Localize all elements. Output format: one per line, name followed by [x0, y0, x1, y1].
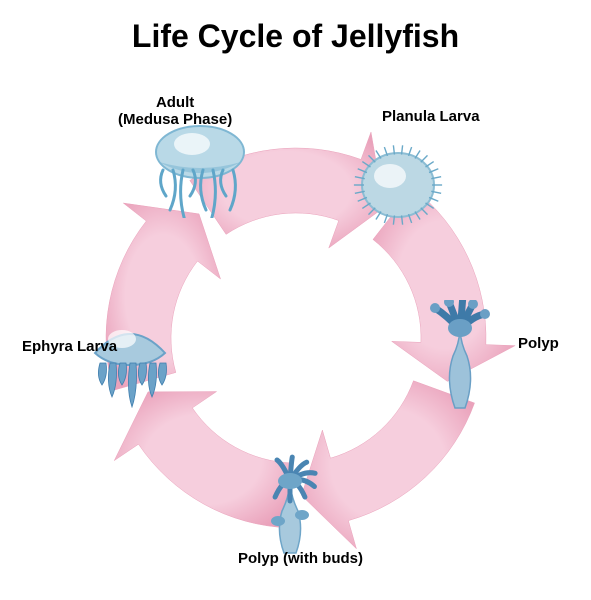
stage-polyp-label: Polyp	[518, 335, 559, 352]
stage-polyp_buds-label: Polyp (with buds)	[238, 550, 363, 567]
stage-adult-label: Adult (Medusa Phase)	[118, 94, 232, 129]
stage-ephyra-icon	[80, 313, 180, 413]
stage-planula-label: Planula Larva	[382, 108, 480, 125]
stage-polyp_buds-icon	[242, 445, 342, 560]
stage-adult-icon	[145, 118, 255, 223]
stage-planula-icon	[348, 140, 448, 235]
diagram-canvas: Life Cycle of Jellyfish Adult (Medusa Ph…	[0, 0, 591, 600]
stage-ephyra-label: Ephyra Larva	[22, 338, 117, 355]
stage-polyp-icon	[415, 300, 505, 415]
